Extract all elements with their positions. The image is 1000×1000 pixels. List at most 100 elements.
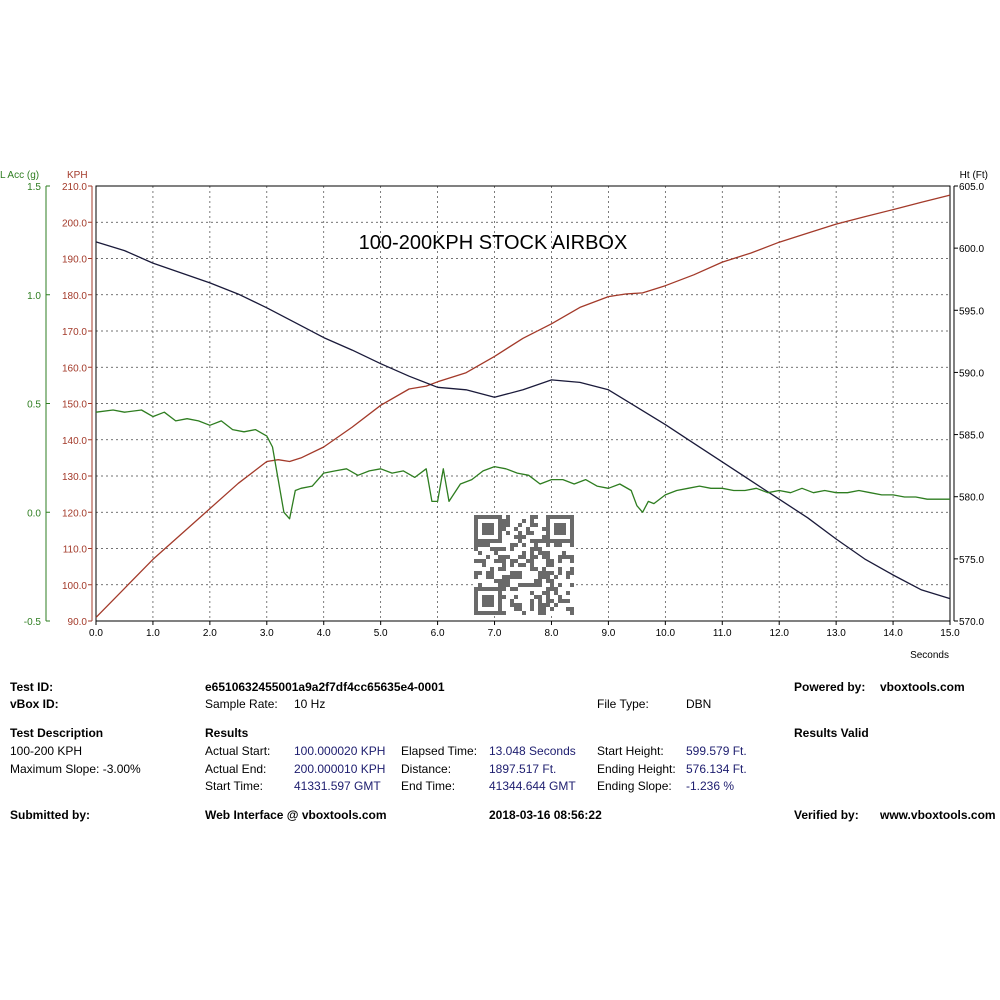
qr-module — [474, 539, 478, 543]
qr-module — [546, 575, 550, 579]
qr-module — [518, 531, 522, 535]
qr-module — [514, 587, 518, 591]
x-tick-label: 4.0 — [317, 628, 331, 639]
qr-module — [550, 563, 554, 567]
qr-module — [570, 543, 574, 547]
qr-module — [486, 527, 490, 531]
qr-module — [546, 595, 550, 599]
qr-module — [518, 555, 522, 559]
actual-start-value: 100.000020 KPH — [294, 744, 386, 758]
qr-module — [566, 591, 570, 595]
qr-module — [570, 519, 574, 523]
qr-module — [570, 607, 574, 611]
qr-module — [518, 583, 522, 587]
verified-by-label: Verified by: — [794, 808, 859, 822]
qr-module — [482, 587, 486, 591]
x-tick-label: 7.0 — [488, 628, 502, 639]
qr-module — [534, 547, 538, 551]
qr-module — [490, 611, 494, 615]
qr-module — [566, 575, 570, 579]
x-tick-label: 8.0 — [545, 628, 559, 639]
qr-module — [498, 567, 502, 571]
qr-module — [490, 587, 494, 591]
qr-module — [498, 515, 502, 519]
qr-module — [538, 579, 542, 583]
x-tick-label: 1.0 — [146, 628, 160, 639]
series-line-kph — [95, 194, 951, 618]
qr-module — [474, 535, 478, 539]
qr-module — [482, 527, 486, 531]
x-tick-label: 0.0 — [89, 628, 103, 639]
qr-module — [498, 539, 502, 543]
qr-module — [514, 543, 518, 547]
qr-module — [534, 523, 538, 527]
qr-module — [498, 591, 502, 595]
qr-module — [558, 567, 562, 571]
qr-module — [542, 607, 546, 611]
qr-module — [514, 559, 518, 563]
kph-tick-label: 210.0 — [62, 182, 87, 193]
qr-module — [502, 579, 506, 583]
qr-module — [522, 535, 526, 539]
qr-module — [486, 599, 490, 603]
qr-module — [482, 543, 486, 547]
qr-module — [490, 539, 494, 543]
qr-module — [534, 515, 538, 519]
qr-module — [510, 575, 514, 579]
actual-end-label: Actual End: — [205, 762, 267, 776]
qr-module — [554, 575, 558, 579]
qr-module — [506, 575, 510, 579]
qr-module — [482, 559, 486, 563]
qr-module — [562, 551, 566, 555]
qr-module — [478, 587, 482, 591]
qr-module — [530, 539, 534, 543]
qr-module — [474, 575, 478, 579]
qr-module — [530, 555, 534, 559]
x-tick-label: 3.0 — [260, 628, 274, 639]
qr-module — [494, 515, 498, 519]
elapsed-time-label: Elapsed Time: — [401, 744, 478, 758]
qr-module — [542, 591, 546, 595]
qr-module — [498, 595, 502, 599]
qr-module — [530, 607, 534, 611]
qr-module — [546, 535, 550, 539]
qr-module — [518, 539, 522, 543]
kph-tick-label: 170.0 — [62, 327, 87, 338]
qr-module — [518, 535, 522, 539]
qr-module — [526, 583, 530, 587]
qr-module — [530, 563, 534, 567]
qr-module — [538, 547, 542, 551]
qr-module — [498, 535, 502, 539]
qr-module — [530, 519, 534, 523]
qr-module — [538, 595, 542, 599]
qr-module — [490, 595, 494, 599]
qr-module — [530, 583, 534, 587]
qr-module — [538, 607, 542, 611]
qr-module — [570, 527, 574, 531]
description-line-2: Maximum Slope: -3.00% — [10, 762, 141, 776]
qr-module — [530, 591, 534, 595]
qr-module — [570, 611, 574, 615]
qr-module — [482, 523, 486, 527]
test-id-label: Test ID: — [10, 680, 54, 694]
qr-module — [554, 531, 558, 535]
kph-tick-label: 190.0 — [62, 255, 87, 266]
qr-module — [562, 523, 566, 527]
qr-module — [522, 555, 526, 559]
qr-module — [546, 599, 550, 603]
qr-module — [570, 523, 574, 527]
qr-module — [510, 559, 514, 563]
qr-module — [498, 603, 502, 607]
qr-module — [510, 587, 514, 591]
qr-module — [482, 599, 486, 603]
qr-module — [502, 563, 506, 567]
qr-module — [490, 531, 494, 535]
x-tick-label: 2.0 — [203, 628, 217, 639]
qr-module — [474, 599, 478, 603]
qr-module — [550, 579, 554, 583]
ht-tick-label: 600.0 — [959, 244, 984, 255]
qr-module — [478, 551, 482, 555]
qr-module — [510, 571, 514, 575]
qr-module — [554, 527, 558, 531]
qr-module — [506, 555, 510, 559]
